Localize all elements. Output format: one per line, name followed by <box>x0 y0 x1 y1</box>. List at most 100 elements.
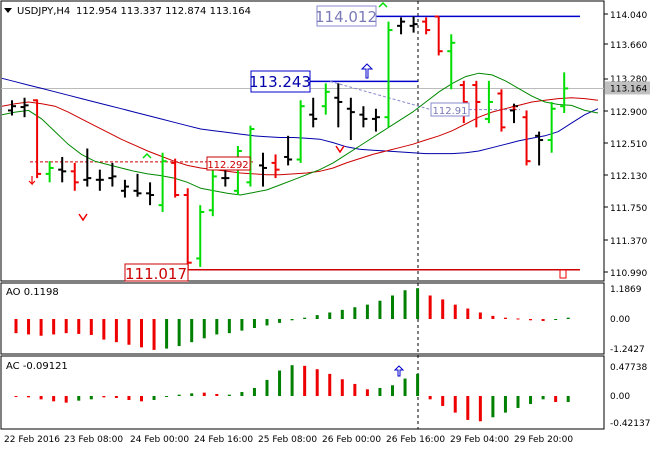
price-panel[interactable] <box>0 0 605 282</box>
price-bar <box>434 15 443 56</box>
small-left-label-box[interactable]: 112.292 <box>206 156 251 171</box>
ac-tick: 0.00 <box>610 392 630 402</box>
ao-tick: 0.00 <box>610 315 630 325</box>
ma-green-line <box>1 72 599 196</box>
price-tick: 111.370 <box>610 237 647 247</box>
price-tick: 112.900 <box>610 108 647 118</box>
small-right-label-box[interactable]: 112.91 <box>430 102 470 117</box>
price-bar <box>547 101 556 153</box>
ao-bar <box>303 317 307 319</box>
low-level-label: 111.017 <box>125 265 187 283</box>
ao-bar <box>416 288 420 319</box>
ac-bar <box>529 396 533 404</box>
ac-title: AC -0.09121 <box>6 361 68 372</box>
ao-bar <box>391 295 394 319</box>
ao-bar <box>453 304 457 319</box>
chart-header: USDJPY,H4 112.954 113.337 112.874 113.16… <box>4 6 251 17</box>
price-tick: 112.510 <box>610 140 647 150</box>
ao-bar <box>64 319 68 334</box>
ao-bar <box>152 319 156 350</box>
chevron-down-icon[interactable] <box>4 8 12 13</box>
ac-bar <box>466 396 470 420</box>
ao-histogram <box>14 288 570 350</box>
price-bar <box>535 131 544 166</box>
ac-bar <box>491 396 495 418</box>
ac-histogram <box>14 365 570 422</box>
ac-bar <box>52 396 56 402</box>
time-label: 22 Feb 2016 <box>4 435 60 445</box>
ao-panel[interactable] <box>0 282 605 355</box>
ac-bar <box>240 391 244 396</box>
ao-bar <box>77 319 81 334</box>
current-price-tag: 113.164 <box>605 81 650 95</box>
ac-bar <box>340 379 344 396</box>
price-bar <box>359 106 368 128</box>
ao-title: AO 0.1198 <box>6 287 59 298</box>
high-level-label: 114.012 <box>315 8 377 26</box>
price-bar <box>334 83 343 128</box>
price-bar <box>183 188 192 270</box>
ao-bar <box>290 319 294 321</box>
ao-bar <box>252 319 256 329</box>
ao-bar <box>491 315 495 319</box>
time-label: 24 Feb 16:00 <box>194 435 253 445</box>
ao-bar <box>140 319 143 348</box>
ao-bar <box>328 312 332 319</box>
time-label: 29 Feb 04:00 <box>450 435 509 445</box>
ao-bar <box>365 304 369 319</box>
ac-panel[interactable] <box>0 355 605 430</box>
mid-level-label-box[interactable]: 113.243 <box>249 70 311 93</box>
fractal-up-icon <box>142 152 152 159</box>
ac-bar <box>64 396 68 403</box>
ao-bar <box>566 317 570 319</box>
ac-bar <box>441 396 445 406</box>
ohlc-label: 112.954 113.337 112.874 113.164 <box>76 6 251 17</box>
ao-bar <box>165 319 169 349</box>
ac-bar <box>328 373 332 396</box>
ac-bar <box>14 396 18 397</box>
price-bar <box>346 97 355 141</box>
ao-tick: -1.2427 <box>610 345 645 355</box>
price-bar <box>20 97 29 118</box>
low-level-label-box[interactable]: 111.017 <box>124 263 189 283</box>
price-bar <box>560 72 569 113</box>
time-label: 24 Feb 00:00 <box>130 435 189 445</box>
arrow-up-icon <box>393 365 405 377</box>
ao-bar <box>227 319 231 334</box>
ao-bar <box>441 299 445 319</box>
price-bar <box>284 135 293 166</box>
price-bar <box>321 83 330 115</box>
ao-bar <box>516 318 520 320</box>
ao-bar <box>466 308 470 319</box>
time-axis[interactable]: 22 Feb 2016 23 Feb 08:00 24 Feb 00:00 24… <box>4 435 573 445</box>
small-left-label: 112.292 <box>207 160 248 171</box>
price-bar <box>447 34 456 90</box>
price-bar <box>171 158 180 198</box>
price-tick: 113.660 <box>610 41 647 51</box>
ao-bar <box>89 319 93 335</box>
ac-bar <box>278 370 282 396</box>
ao-axis[interactable]: 1.1869 0.00 -1.2427 <box>610 285 645 355</box>
ac-axis[interactable]: 0.47738 0.00 -0.42137 <box>610 363 650 429</box>
ao-bar <box>478 312 482 319</box>
ac-bar <box>152 396 156 400</box>
time-label: 29 Feb 20:00 <box>514 435 573 445</box>
ao-bar <box>52 319 56 335</box>
ma-red-line <box>1 97 599 176</box>
ac-bar <box>478 396 482 422</box>
mid-level-label: 113.243 <box>249 73 311 91</box>
time-label: 26 Feb 16:00 <box>386 435 445 445</box>
ac-bar <box>391 385 394 396</box>
high-level-label-box[interactable]: 114.012 <box>315 5 377 27</box>
ac-bar <box>416 373 420 396</box>
ac-bar <box>378 387 382 396</box>
price-bar <box>133 173 142 197</box>
ac-tick: 0.47738 <box>610 363 647 373</box>
price-bar <box>108 162 117 187</box>
ao-bar <box>315 315 319 319</box>
ac-bar <box>428 396 432 400</box>
price-axis[interactable]: 114.040 113.660 113.280 112.900 112.510 … <box>604 11 647 279</box>
price-bar <box>158 152 167 212</box>
price-bar <box>8 100 16 116</box>
